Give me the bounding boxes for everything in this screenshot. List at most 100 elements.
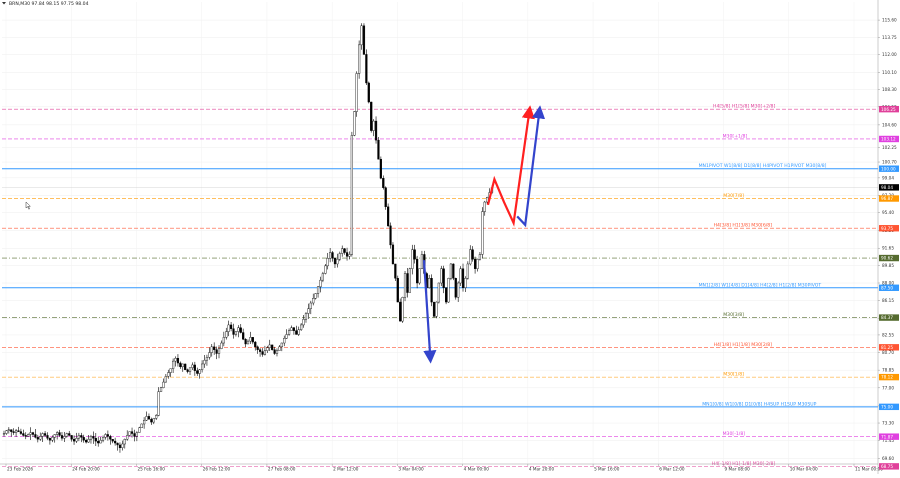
candle-body <box>104 434 107 438</box>
candle-body <box>172 360 175 369</box>
candle-body <box>191 364 194 368</box>
time-tick-label: 5 Mar 16:00 <box>594 467 620 472</box>
candle-body <box>196 370 199 374</box>
candle-body <box>60 435 64 439</box>
candle-body <box>213 346 216 350</box>
level-price-tag-text: 75.00 <box>881 404 893 409</box>
candle-body <box>261 351 264 355</box>
time-tick-label: 3 Mar 04:00 <box>398 467 424 472</box>
candle-body <box>244 339 247 345</box>
price-tick-label: 73.30 <box>882 421 894 426</box>
mouse-cursor-icon <box>25 201 32 210</box>
candle-body <box>17 430 20 432</box>
level-label: M30[+1/8] <box>723 133 748 139</box>
price-tick-label: 91.65 <box>882 246 894 251</box>
candle-body <box>481 211 484 255</box>
candle-body <box>372 120 375 131</box>
candle-body <box>167 372 170 377</box>
candle-body <box>128 431 131 436</box>
level-price-tag <box>879 284 899 291</box>
level-price-tag <box>879 463 899 470</box>
candle-body <box>162 381 165 388</box>
candle-body <box>130 431 134 434</box>
candle-body <box>403 273 407 298</box>
candle-body <box>121 443 124 449</box>
grid <box>2 2 878 464</box>
candle-body <box>164 376 167 383</box>
level-price-tag-text: 78.12 <box>881 375 893 380</box>
level-label: MN1[2/8] W1[4/8] D1[4/8] H4[2/8] H1[2/8]… <box>699 282 822 288</box>
time-tick-label: 4 Mar 00:00 <box>464 467 490 472</box>
candle-body <box>418 268 421 284</box>
candle-body <box>469 249 472 265</box>
time-tick-label: 23 Feb 2026 <box>7 467 33 472</box>
time-tick-label: 6 Mar 12:00 <box>659 467 685 472</box>
candle-body <box>225 331 228 338</box>
candle-body <box>75 438 78 442</box>
candle-body <box>449 263 453 279</box>
candle-body <box>382 178 385 188</box>
candle-body <box>239 327 242 333</box>
candle-body <box>273 349 276 354</box>
candle-body <box>428 278 431 288</box>
candle-body <box>51 437 54 441</box>
level-price-tag <box>879 195 899 202</box>
level-label: H4[3/8] H1[3/8] M30[6/8] <box>714 223 773 229</box>
candle-body <box>215 349 218 354</box>
candle-body <box>464 278 467 288</box>
level-price-tag <box>879 373 899 381</box>
price-tick-label: 110.10 <box>882 70 897 75</box>
candle-body <box>476 258 479 269</box>
candle-body <box>53 434 56 438</box>
candle-body <box>437 282 440 303</box>
candle-body <box>63 436 66 439</box>
price-tick-label: 100.70 <box>882 160 897 165</box>
candle-body <box>242 332 245 340</box>
candle-body <box>319 279 322 288</box>
candle-body <box>152 418 155 423</box>
candle-body <box>19 431 23 434</box>
forecast-arrows <box>422 105 546 364</box>
candle-body <box>329 252 332 259</box>
candle-body <box>302 319 305 326</box>
level-price-tag <box>879 314 899 321</box>
candle-body <box>133 433 136 437</box>
candle-body <box>29 432 32 435</box>
candle-body <box>145 416 148 421</box>
level-label: H4[5/8] H1[5/8] M30[+2/8] <box>713 104 775 110</box>
candle-body <box>336 258 339 265</box>
candle-body <box>36 437 39 440</box>
level-price-tag <box>879 135 899 143</box>
triangle-down-icon[interactable] <box>2 2 6 5</box>
time-tick-label: 24 Feb 20:00 <box>72 467 100 472</box>
candle-body <box>176 358 180 364</box>
candle-body <box>350 135 353 255</box>
candle-body <box>227 324 230 332</box>
candle-body <box>65 433 68 437</box>
time-tick-label: 11 Mar 00:00 <box>855 467 883 472</box>
level-label: M30[1/8] <box>723 372 744 378</box>
candle-body <box>483 201 486 212</box>
candle-body <box>179 362 182 368</box>
murrey-levels: H4[5/8] H1[5/8] M30[+2/8] M30[+1/8] MN1PIV… <box>2 104 878 467</box>
candle-body <box>471 249 474 260</box>
price-tick-label: 104.60 <box>882 122 897 127</box>
price-tick-label: 77.00 <box>882 385 894 390</box>
candle-body <box>70 435 73 440</box>
level-price-tag-text: 90.62 <box>881 256 893 261</box>
price-tick-label: 80.70 <box>882 350 894 355</box>
price-tick-label: 113.75 <box>882 35 897 40</box>
level-price-tag <box>879 433 899 440</box>
candle-body <box>324 265 327 274</box>
candle-body <box>2 433 6 435</box>
candle-body <box>389 225 392 246</box>
time-tick-label: 2 Mar 12:00 <box>333 467 359 472</box>
candle-body <box>114 440 117 444</box>
candle-body <box>343 248 346 253</box>
candle-body <box>345 252 349 257</box>
candle-body <box>396 278 399 303</box>
candle-body <box>72 439 76 442</box>
